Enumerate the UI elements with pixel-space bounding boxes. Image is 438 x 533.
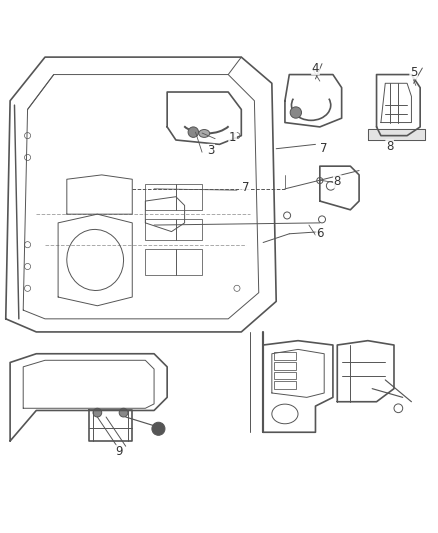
- Text: 7: 7: [320, 142, 327, 155]
- Text: 7: 7: [241, 181, 249, 195]
- Text: 3: 3: [207, 144, 214, 157]
- Circle shape: [290, 107, 301, 118]
- Bar: [273, 372, 295, 379]
- Text: 6: 6: [315, 227, 323, 240]
- Bar: [145, 249, 176, 275]
- Bar: [176, 219, 201, 240]
- Circle shape: [93, 408, 102, 417]
- Text: 1: 1: [228, 131, 236, 144]
- Text: 8: 8: [333, 175, 340, 188]
- Text: 5: 5: [409, 66, 417, 79]
- Bar: [176, 183, 201, 210]
- Bar: [145, 183, 176, 210]
- Bar: [273, 352, 295, 360]
- Text: 8: 8: [385, 140, 392, 153]
- Bar: [176, 249, 201, 275]
- Bar: [273, 381, 295, 389]
- Circle shape: [119, 408, 127, 417]
- Ellipse shape: [198, 130, 209, 138]
- Circle shape: [152, 422, 165, 435]
- Text: 4: 4: [311, 61, 318, 75]
- Bar: [145, 219, 176, 240]
- Polygon shape: [367, 129, 424, 140]
- Bar: [273, 362, 295, 370]
- Text: 9: 9: [115, 446, 123, 458]
- Circle shape: [187, 127, 198, 138]
